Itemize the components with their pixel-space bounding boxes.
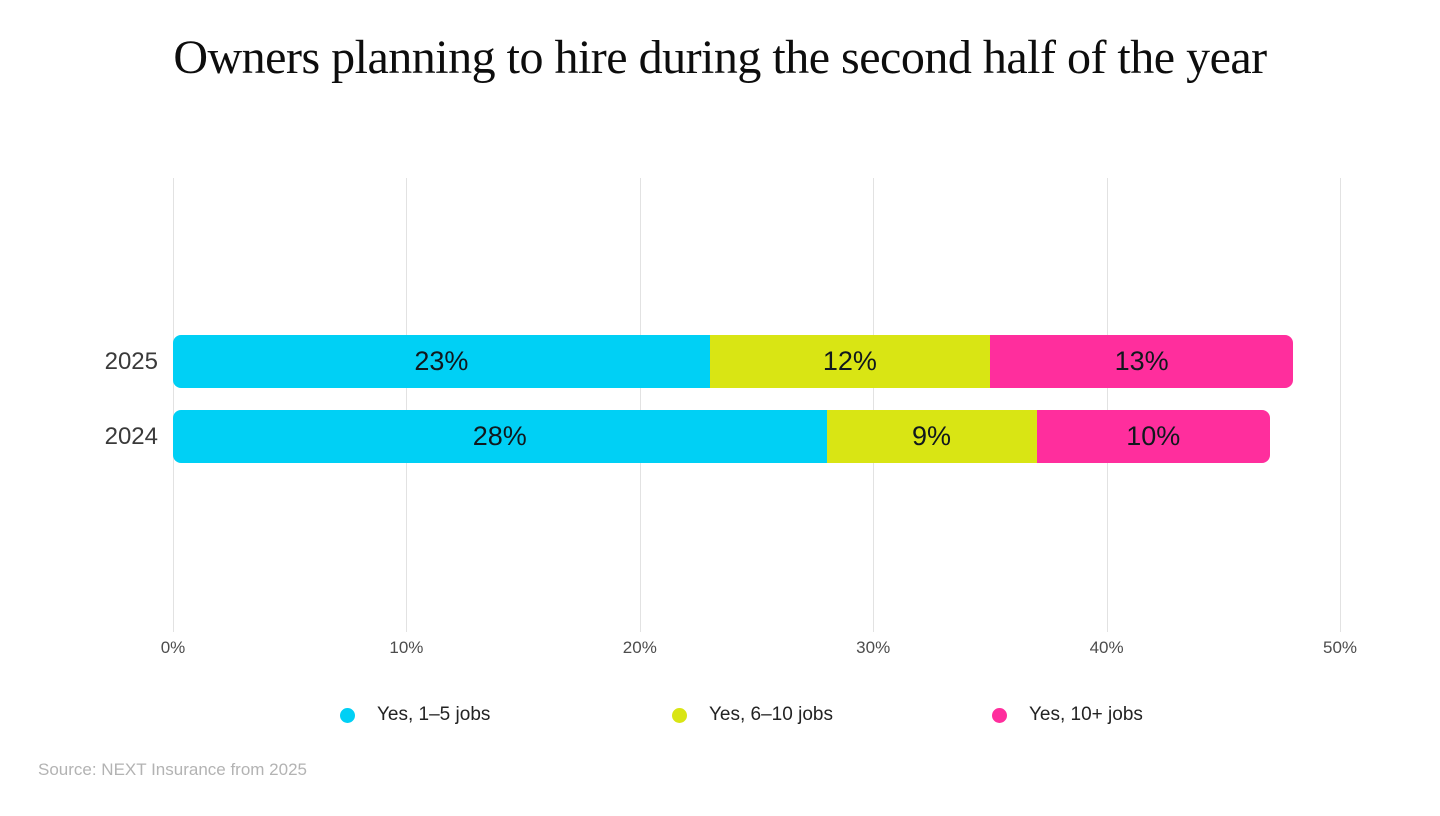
legend-dot-icon: [340, 707, 355, 723]
bar-value-label: 23%: [414, 346, 469, 376]
legend-item: Yes, 10+ jobs: [992, 701, 1143, 729]
category-label-2025: 2025: [104, 348, 158, 375]
gridline: [1340, 178, 1341, 632]
legend-item: Yes, 6–10 jobs: [672, 701, 833, 729]
bar-segment: 28%: [173, 410, 827, 463]
bar-segment: 12%: [709, 335, 990, 388]
gridline: [1106, 178, 1108, 632]
gridline: [173, 178, 174, 632]
category-label-2024: 2024: [104, 423, 158, 450]
legend-label: Yes, 6–10 jobs: [709, 704, 833, 725]
legend-dot-icon: [992, 707, 1007, 723]
bar-value-label: 10%: [1126, 421, 1181, 451]
legend-label: Yes, 10+ jobs: [1029, 704, 1143, 725]
gridline: [873, 178, 875, 632]
x-tick-label: 30%: [856, 638, 891, 657]
bar-row-2025: 23% 12% 13%: [173, 335, 1294, 388]
x-tick-label: 40%: [1089, 638, 1124, 657]
bar-value-label: 28%: [472, 421, 527, 451]
legend-label: Yes, 1–5 jobs: [377, 704, 491, 725]
bar-segment: 9%: [826, 410, 1037, 463]
bar-segment: 10%: [1036, 410, 1270, 463]
bar-value-label: 13%: [1114, 346, 1169, 376]
chart-title: Owners planning to hire during the secon…: [173, 31, 1267, 84]
bar-segment: 23%: [173, 335, 710, 388]
legend-dot-icon: [672, 707, 687, 723]
x-tick-label: 20%: [622, 638, 657, 657]
bar-value-label: 12%: [822, 346, 877, 376]
x-tick-label: 10%: [389, 638, 424, 657]
bar-row-2024: 28% 9% 10%: [173, 410, 1270, 463]
x-tick-label: 50%: [1322, 638, 1358, 657]
legend-item: Yes, 1–5 jobs: [340, 701, 490, 729]
bar-value-label: 9%: [912, 421, 952, 451]
source-note: Source: NEXT Insurance from 2025: [38, 760, 307, 779]
x-tick-label: 0%: [160, 638, 186, 657]
gridline: [406, 178, 408, 632]
bar-segment: 13%: [989, 335, 1294, 388]
gridline: [639, 178, 641, 632]
